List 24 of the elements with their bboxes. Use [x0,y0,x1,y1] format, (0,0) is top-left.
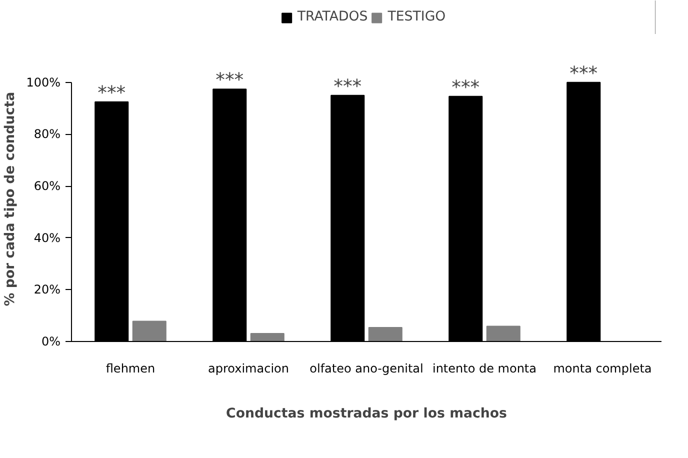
x-tick-label: olfateo ano-genital [310,362,424,376]
y-tick-label: 20% [34,282,60,297]
x-tick-label: flehmen [106,362,156,376]
x-tick-label: aproximacion [208,362,289,376]
bar [368,327,402,342]
legend-label: TESTIGO [388,10,446,24]
x-tick-label: monta completa [553,362,652,376]
bar [486,326,520,342]
bar [132,320,166,342]
x-tick-label: intento de monta [432,362,537,376]
y-tick-label: 100% [26,75,61,90]
annotation: *** [216,70,244,92]
y-tick-label: 80% [34,127,60,142]
legend-label: TRATADOS [297,10,368,24]
y-tick-label: 60% [34,179,60,194]
annotation: *** [334,76,362,98]
y-tick-label: 40% [34,230,60,245]
x-axis-title: Conductas mostradas por los machos [226,406,508,422]
annotation: *** [452,77,480,98]
y-axis-title: % por cada tipo de conducta [3,92,18,306]
y-tick-label: 0% [41,334,61,348]
annotation: *** [570,63,598,84]
annotation: *** [98,82,126,104]
bar [250,332,284,342]
